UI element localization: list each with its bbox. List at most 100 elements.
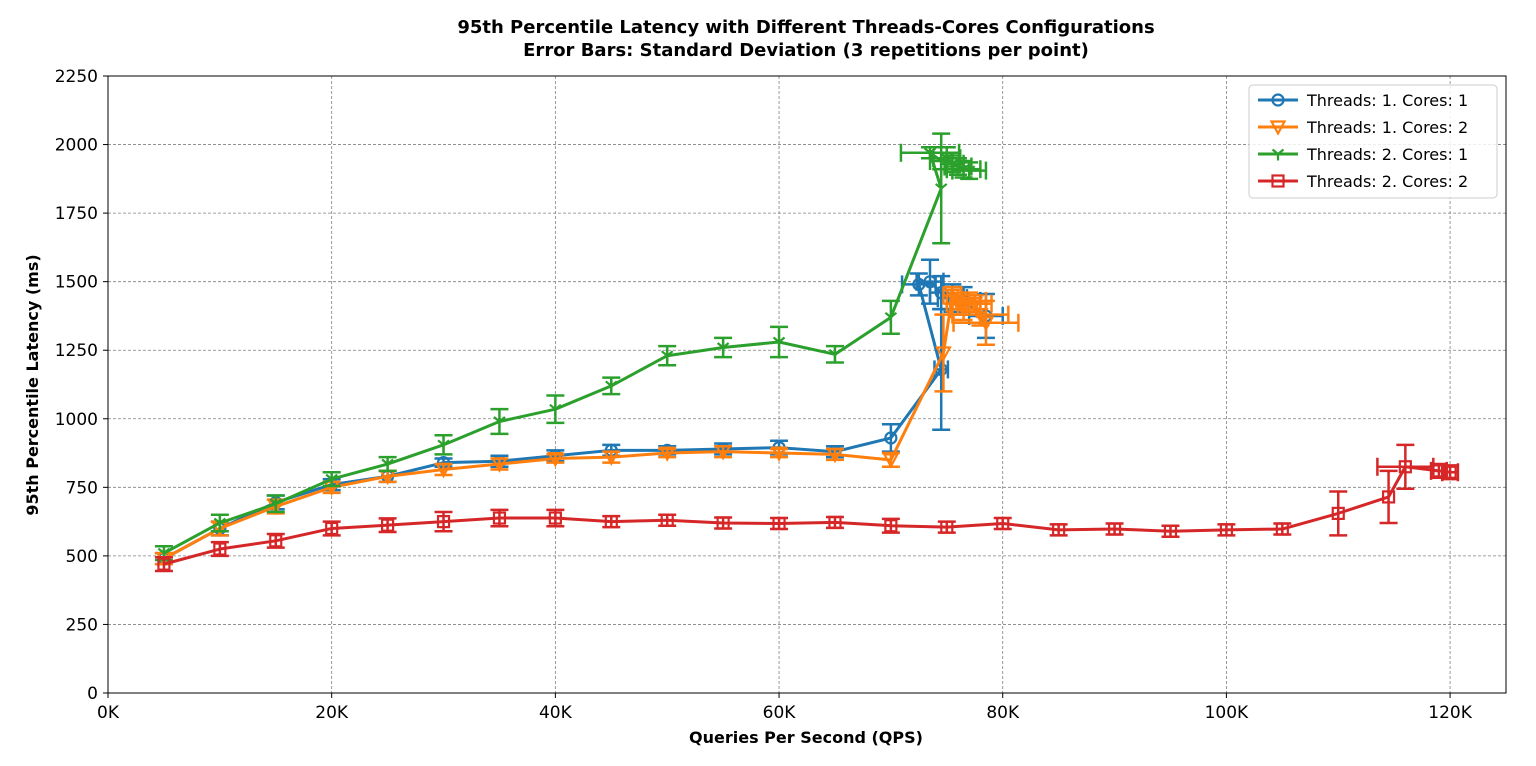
- data-point: [157, 557, 171, 571]
- x-tick-label: 60K: [763, 703, 797, 723]
- y-tick-label: 2000: [55, 136, 98, 156]
- data-point: [604, 515, 618, 529]
- data-point: [770, 446, 788, 462]
- series-line: [163, 465, 1451, 566]
- legend-label: Threads: 1. Cores: 2: [1306, 118, 1468, 137]
- data-point: [436, 515, 451, 529]
- data-point: [1219, 523, 1234, 537]
- legend-box: [1248, 84, 1498, 199]
- data-point: [381, 458, 394, 471]
- chart-subtitle: Error Bars: Standard Deviation (3 repeti…: [523, 40, 1089, 61]
- data-point: [884, 311, 898, 324]
- legend-label: Threads: 2. Cores: 2: [1306, 172, 1468, 191]
- marker-arm: [325, 473, 333, 480]
- marker-arm: [890, 311, 898, 319]
- marker-arm: [554, 403, 562, 411]
- marker-arm: [437, 439, 445, 446]
- data-point: [960, 294, 978, 310]
- y-tick-label: 1250: [55, 341, 98, 361]
- data-point: [602, 450, 620, 466]
- data-point: [493, 416, 506, 429]
- marker-arm: [716, 342, 724, 349]
- data-point: [955, 302, 972, 318]
- y-tick-label: 750: [66, 478, 98, 498]
- data-point: [884, 519, 898, 533]
- marker-arm: [330, 473, 338, 480]
- data-point: [716, 342, 730, 354]
- marker-arm: [778, 336, 786, 343]
- series-3: [154, 132, 988, 562]
- legend-entry: Threads: 2. Cores: 1: [1258, 145, 1468, 164]
- data-point: [1381, 490, 1396, 504]
- y-tick-label: 250: [66, 615, 98, 635]
- x-tick-label: 120K: [1428, 703, 1472, 723]
- data-point: [923, 275, 937, 289]
- marker-arm: [951, 161, 959, 168]
- legend-entry: Threads: 2. Cores: 2: [1258, 172, 1468, 191]
- marker-arm: [493, 416, 501, 423]
- marker-arm: [549, 403, 557, 411]
- marker-arm: [834, 348, 842, 356]
- data-point: [714, 445, 732, 461]
- marker-arm: [381, 458, 389, 465]
- marker-arm: [157, 547, 165, 554]
- data-point: [492, 511, 507, 525]
- x-tick-label: 20K: [315, 703, 349, 723]
- data-point: [549, 403, 562, 416]
- data-point: [660, 513, 674, 527]
- data-point: [828, 348, 842, 361]
- data-point: [923, 147, 937, 160]
- marker-arm: [828, 348, 836, 356]
- data-point: [962, 165, 976, 178]
- legend-entry: Threads: 1. Cores: 2: [1258, 118, 1468, 137]
- data-point: [661, 350, 674, 363]
- marker-arm: [929, 147, 937, 154]
- x-tick-label: 0K: [97, 703, 120, 723]
- data-point: [940, 520, 954, 534]
- y-tick-label: 500: [66, 547, 98, 567]
- marker-arm: [661, 350, 668, 357]
- legend-marker: [1269, 120, 1287, 136]
- data-point: [972, 307, 989, 324]
- marker-arm: [269, 498, 277, 505]
- series-4: [154, 443, 1460, 573]
- legend-label: Threads: 1. Cores: 1: [1306, 91, 1468, 110]
- data-point: [1443, 465, 1457, 479]
- marker-arm: [946, 152, 953, 160]
- data-point: [548, 511, 562, 525]
- data-point: [381, 518, 395, 532]
- data-point: [828, 515, 842, 530]
- axis-ticks: 0K 20K 40K 60K 80K 100K 120K 0 250 500 750 1000 1250…: [55, 67, 1473, 723]
- y-tick-label: 2250: [55, 67, 98, 87]
- data-point: [1107, 522, 1122, 536]
- marker-arm: [605, 380, 612, 387]
- x-tick-label: 80K: [986, 703, 1020, 723]
- legend-marker: [1271, 174, 1285, 188]
- marker-arm: [275, 498, 282, 505]
- marker-arm: [935, 183, 942, 190]
- data-point: [1052, 523, 1066, 537]
- marker-arm: [923, 147, 931, 154]
- legend-entry: Threads: 1. Cores: 1: [1258, 91, 1468, 110]
- series-line: [163, 293, 988, 560]
- data-point: [716, 516, 730, 530]
- marker-arm: [884, 311, 892, 319]
- data-point: [547, 451, 564, 468]
- legend-marker: [1271, 93, 1285, 107]
- data-point: [940, 152, 953, 165]
- legend-marker: [1271, 148, 1285, 161]
- data-point: [1331, 506, 1345, 520]
- data-point: [977, 316, 995, 332]
- data-point: [944, 288, 961, 305]
- data-point: [966, 297, 984, 313]
- y-tick-label: 0: [87, 684, 98, 704]
- data-point: [213, 517, 227, 530]
- series-2: [154, 285, 1020, 568]
- data-point: [996, 516, 1010, 531]
- marker-arm: [1271, 148, 1279, 155]
- data-point: [325, 473, 338, 486]
- marker-arm: [1277, 148, 1285, 155]
- marker-arm: [498, 416, 506, 423]
